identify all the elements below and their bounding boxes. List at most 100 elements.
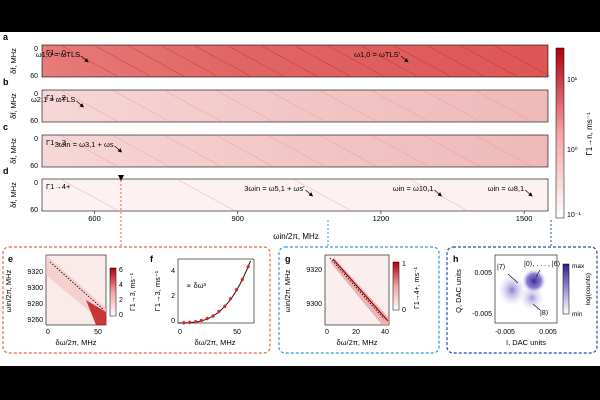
row-d-annotation-arrow [305,189,314,197]
g-ylabel: ωin/2π, MHz [283,269,292,312]
row-a-feature [194,45,251,77]
h-ytick-2: -0.005 [472,311,492,318]
e-xtick-1: 0 [46,329,50,336]
e-ytick-3: 9280 [27,301,43,308]
h-colorbar-label: log(counts) [585,273,592,305]
row-c: c Γ1→3 0 60 δf, MHz 3ωin = ω3,1 + ωs [3,122,549,170]
row-d: d Γ1→4+ 0 60 δf, MHz 3ωin = ω5,1 + ωs' ωin = ω… [3,166,549,214]
row-b-feature [165,90,221,122]
e-xtick-2: 50 [94,329,102,336]
row-a-feature [128,45,184,77]
row-a-annotation-arrow [400,55,409,63]
panel-f: f ∝ δω³ 4 2 0 Γ1→3, ms⁻¹ 0 50 δω/2π, MHz [150,254,255,347]
row-d-annotation: 3ωin = ω5,1 + ωs' [244,184,305,193]
h-arrow-8 [532,303,541,311]
row-a-map [42,45,548,77]
row-a-letter: a [3,32,9,42]
iq-blob-state-0-6 [522,269,546,293]
top-cbar-tick-1: 10¹ [567,77,578,84]
h-state-0-6: |0⟩, . . . , |6⟩ [524,260,561,268]
row-a-ylabel: δf, MHz [9,48,18,74]
row-c-ylabel: δf, MHz [9,138,18,164]
row-c-ytick-bottom: 60 [30,163,38,170]
row-a-gamma: Γ1→0 [46,48,66,57]
row-c-feature [268,135,325,167]
row-b-ylabel: δf, MHz [9,93,18,119]
e-cbar-tick-4: 0 [119,312,123,319]
row-b: b Γ1→2 0 60 δf, MHz ω2,1 = ωTLS [3,77,549,125]
box-ef [2,246,271,354]
row-c-map [42,135,548,167]
row-b-feature [113,90,169,122]
row-b-feature [268,90,325,122]
e-ytick-1: 9320 [27,269,43,276]
row-a-feature [461,45,517,77]
row-d-feature [294,179,351,211]
row-d-ytick-bottom: 60 [30,207,38,214]
row-a-annotation: ω1,0 = ωTLS' [354,50,400,59]
f-ytick-2: 2 [171,293,175,300]
row-a-feature [427,45,484,77]
row-a: a Γ1→0 0 60 δf, MHz ω1,0 = ωTLS ω1,0 = ωTLS' [3,32,550,80]
f-point [246,265,250,269]
f-point [229,297,233,301]
panel-f-axes [177,258,255,324]
g-colorbar-label: Γ1→4+, ms⁻¹ [414,266,421,309]
f-point [234,288,239,292]
f-xlabel: δω/2π, MHz [194,338,235,347]
row-b-feature [476,90,532,122]
row-c-gamma: Γ1→3 [46,138,66,147]
row-a-frame [41,44,549,78]
row-d-feature [178,179,234,211]
row-c-feature [61,135,118,167]
panel-f-points [182,264,250,325]
row-b-gamma: Γ1→2 [46,93,66,102]
row-c-annotation-arrow [114,145,123,153]
row-c-feature [217,135,273,167]
row-b-feature [372,90,428,122]
h-xtick-2: 0.005 [539,329,557,336]
e-xlabel: δω/2π, MHz [55,338,96,347]
g-cbar-tick-2: 0 [402,307,406,314]
row-d-ylabel: δf, MHz [9,182,18,208]
f-point [211,314,215,318]
panel-g-letter: g [285,254,291,264]
top-x-ticks: 600 900 1200 1500 [88,211,532,223]
row-d-annotation: ωin = ω8,1 [488,184,525,193]
row-b-map [42,90,548,122]
e-cbar-tick-1: 6 [119,267,123,274]
row-d-feature [61,179,118,211]
row-d-frame [41,178,549,212]
h-xtick-1: -0.005 [495,329,515,336]
iq-blob-state-7 [498,274,526,306]
h-cbar-max: max [572,263,585,270]
top-colorbar-bar [555,47,565,219]
h-arrow-7 [507,273,519,284]
row-d-annotation: ωin = ω10,1 [393,184,434,193]
row-c-feature [165,135,221,167]
panel-f-letter: f [150,254,154,264]
f-point [199,318,203,323]
row-b-letter: b [3,77,9,87]
h-xlabel: I, DAC units [506,338,546,347]
h-ytick-1: 0.005 [474,270,492,277]
row-a-ytick-bottom: 60 [30,73,38,80]
row-d-annotation-arrow [434,189,442,197]
f-fit-label: ∝ δω³ [186,281,206,290]
top-colorbar: 10¹ 10⁰ 10⁻¹ Γ1→n, ms⁻¹ [555,47,594,219]
g-xtick-2: 20 [352,329,360,336]
top-x-label: ωin/2π, MHz [273,232,319,241]
f-point [182,321,186,325]
panel-g: g 9320 9300 ωin/2π, MHz 0 20 40 δω/2π, M… [283,254,421,347]
top-colorbar-label: Γ1→n, ms⁻¹ [585,112,594,156]
f-point [217,309,221,314]
f-point [205,316,209,321]
row-c-annotation: 3ωin = ω3,1 + ωs [55,140,114,149]
row-b-feature [61,90,118,122]
row-d-letter: d [3,166,9,176]
panel-h-letter: h [453,254,459,264]
row-b-feature [424,90,480,122]
row-a-feature [95,45,151,77]
f-ytick-1: 4 [171,268,175,275]
h-ylabel: Q, DAC units [454,269,463,313]
